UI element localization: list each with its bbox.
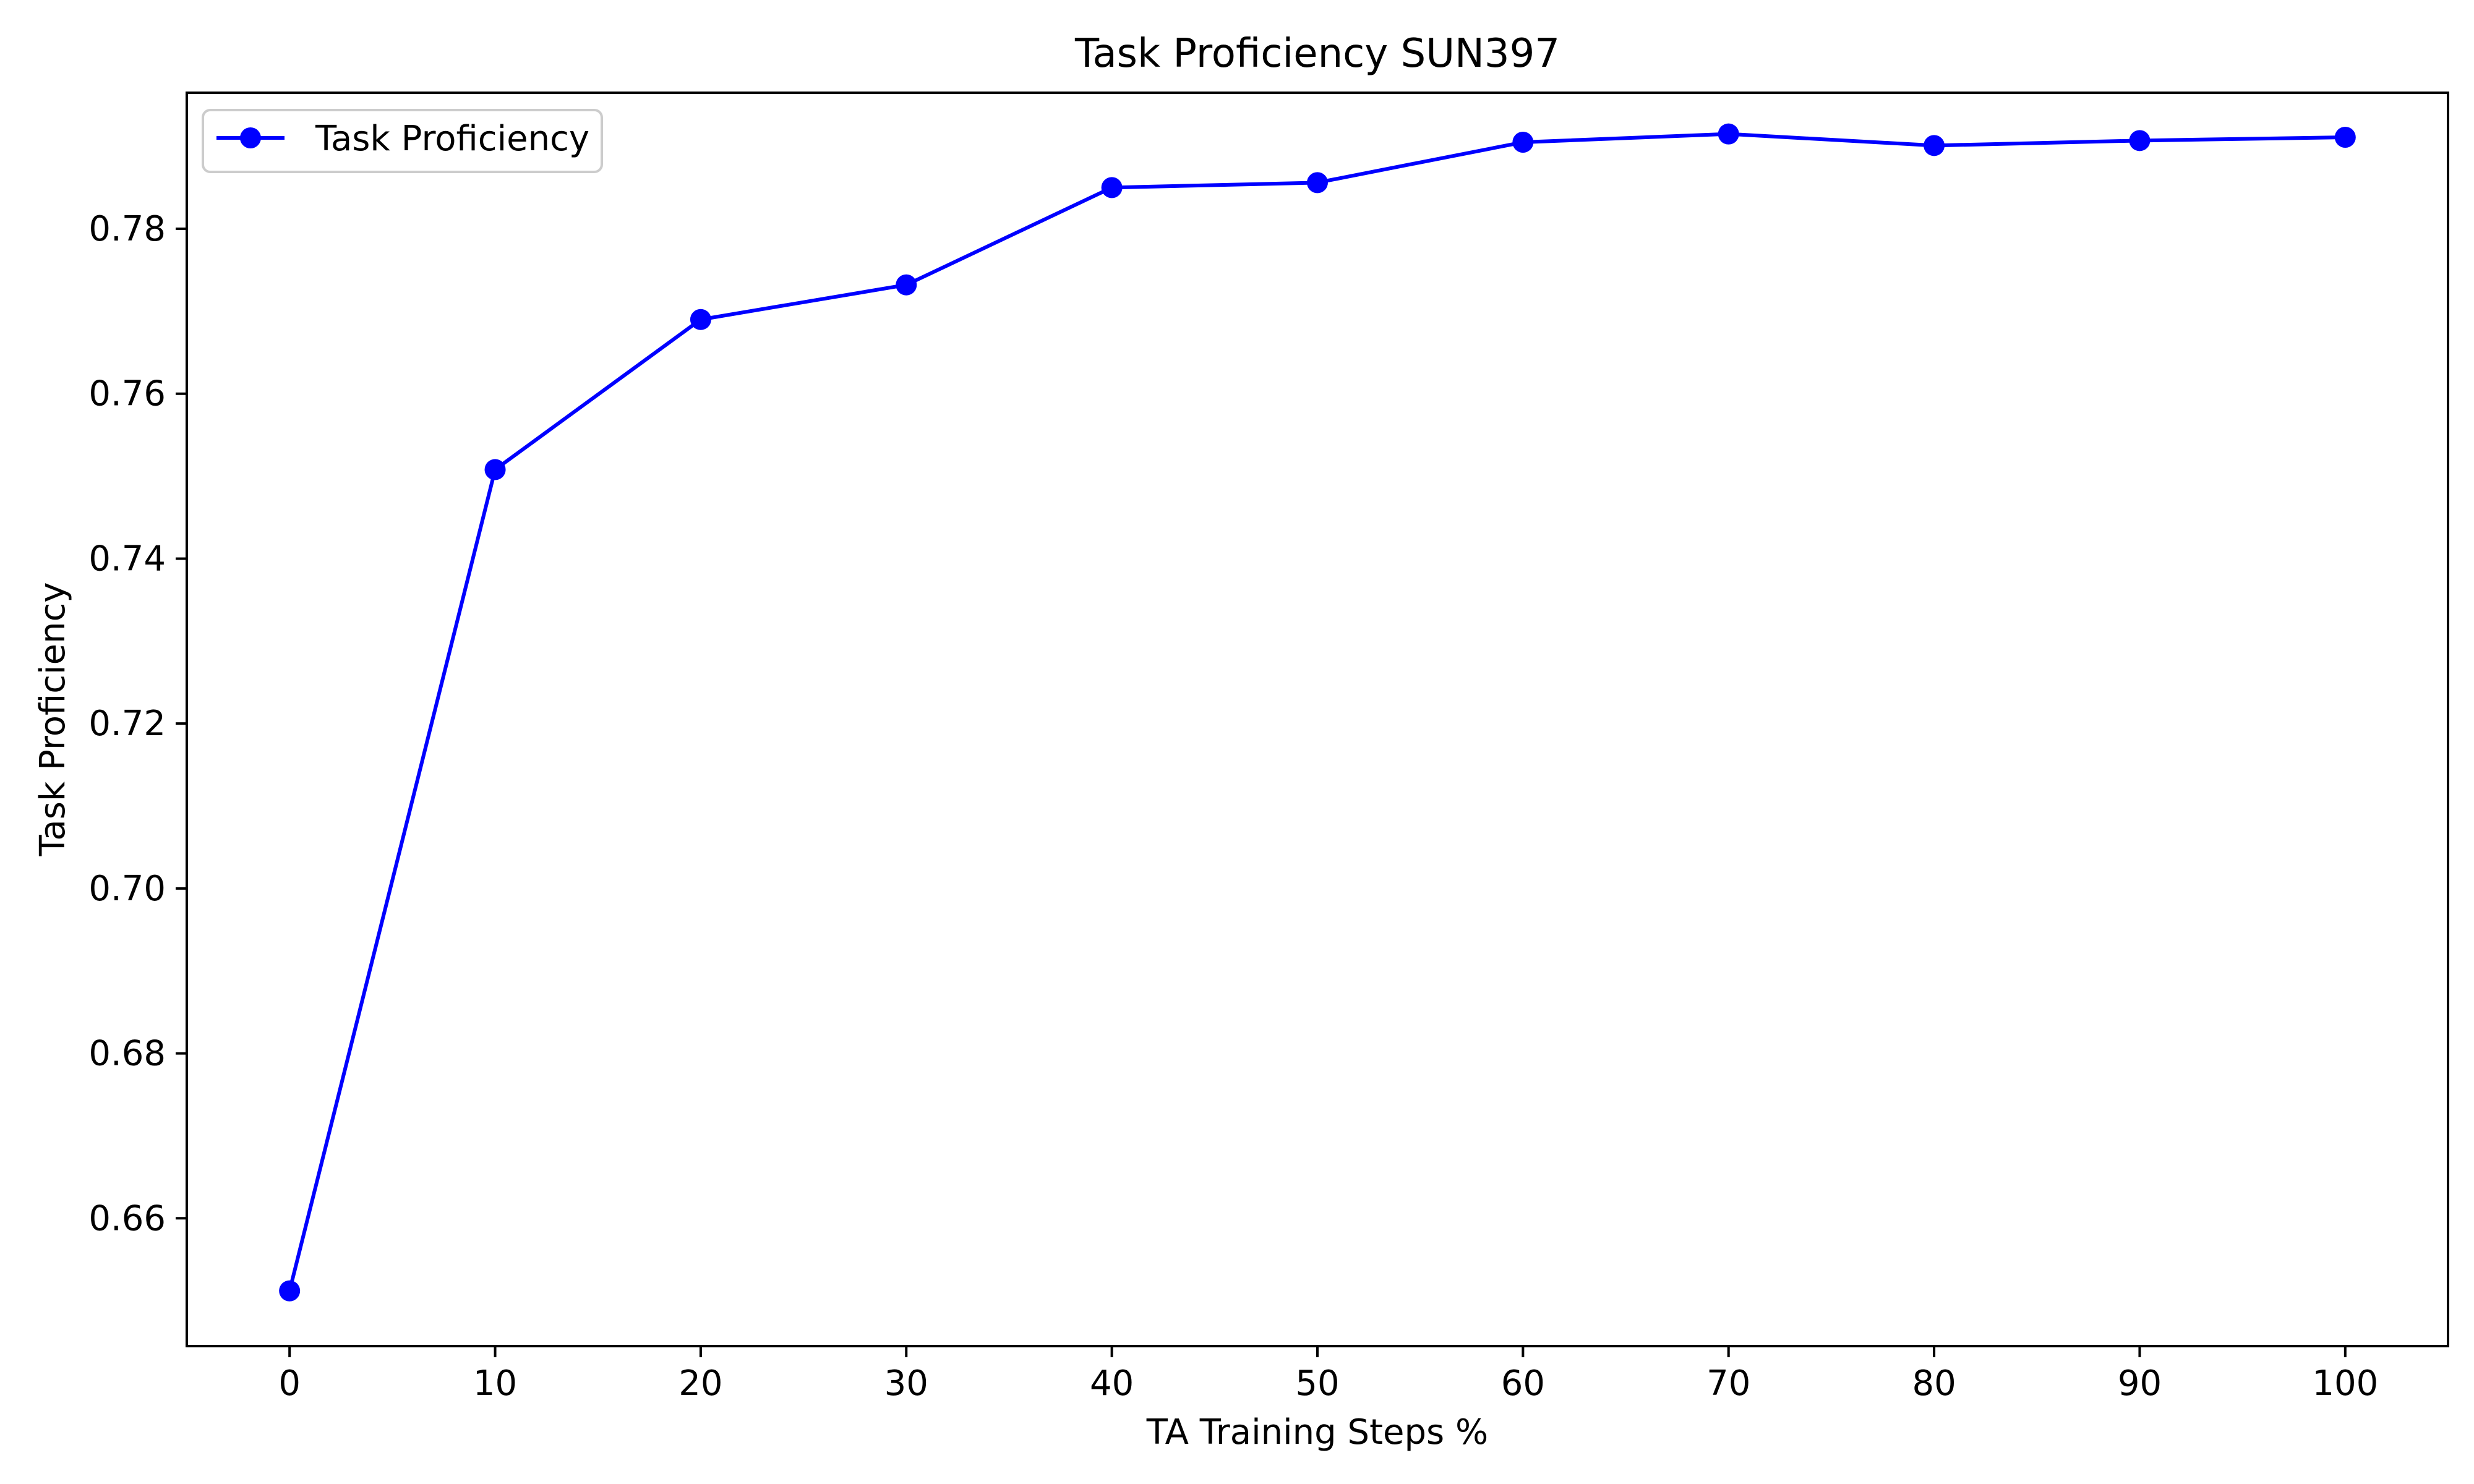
y-tick-label: 0.68 xyxy=(88,1034,166,1074)
data-point-marker xyxy=(1924,135,1945,156)
legend-label: Task Proficiency xyxy=(315,119,589,159)
data-point-marker xyxy=(484,459,506,480)
data-point-marker xyxy=(896,274,917,296)
data-point-marker xyxy=(279,1280,301,1302)
data-point-marker xyxy=(1307,172,1328,194)
y-axis-label: Task Proficiency xyxy=(33,582,73,857)
chart-title: Task Proficiency SUN397 xyxy=(1074,31,1560,77)
data-point-marker xyxy=(1512,132,1534,153)
y-tick-label: 0.74 xyxy=(88,539,166,579)
legend-marker-swatch xyxy=(240,127,261,148)
x-tick-label: 0 xyxy=(278,1363,301,1404)
data-point-marker xyxy=(690,309,711,330)
plot-area: 0 10 20 30 40 50 60 70 80 90 100 0.660.680.700.720… xyxy=(88,92,2449,1404)
data-point-marker xyxy=(2334,127,2356,148)
legend-box xyxy=(202,109,603,173)
data-point-marker xyxy=(1718,123,1739,145)
y-tick-label: 0.76 xyxy=(88,374,166,414)
x-tick-label: 60 xyxy=(1501,1363,1545,1404)
x-tick-label: 40 xyxy=(1090,1363,1134,1404)
x-tick-label: 10 xyxy=(473,1363,517,1404)
y-tick-label: 0.70 xyxy=(88,869,166,909)
x-tick-label: 100 xyxy=(2312,1363,2378,1404)
legend: Task Proficiency xyxy=(202,109,603,173)
x-tick-label: 30 xyxy=(884,1363,928,1404)
y-tick-label: 0.72 xyxy=(88,704,166,744)
x-axis: 0 10 20 30 40 50 60 70 80 90 100 xyxy=(278,1346,2378,1404)
y-tick-label: 0.66 xyxy=(88,1198,166,1239)
data-point-marker xyxy=(2129,130,2151,151)
x-tick-label: 70 xyxy=(1706,1363,1750,1404)
y-tick-label: 0.78 xyxy=(88,209,166,249)
data-point-marker xyxy=(1101,177,1123,198)
x-tick-label: 20 xyxy=(678,1363,722,1404)
x-tick-label: 90 xyxy=(2118,1363,2162,1404)
x-axis-label: TA Training Steps % xyxy=(1146,1412,1488,1452)
y-axis: 0.66 0.68 0.70 0.72 0.74 0.76 0.78 xyxy=(88,209,187,1239)
x-tick-label: 50 xyxy=(1295,1363,1339,1404)
x-tick-label: 80 xyxy=(1912,1363,1956,1404)
series-layer xyxy=(279,123,2356,1302)
